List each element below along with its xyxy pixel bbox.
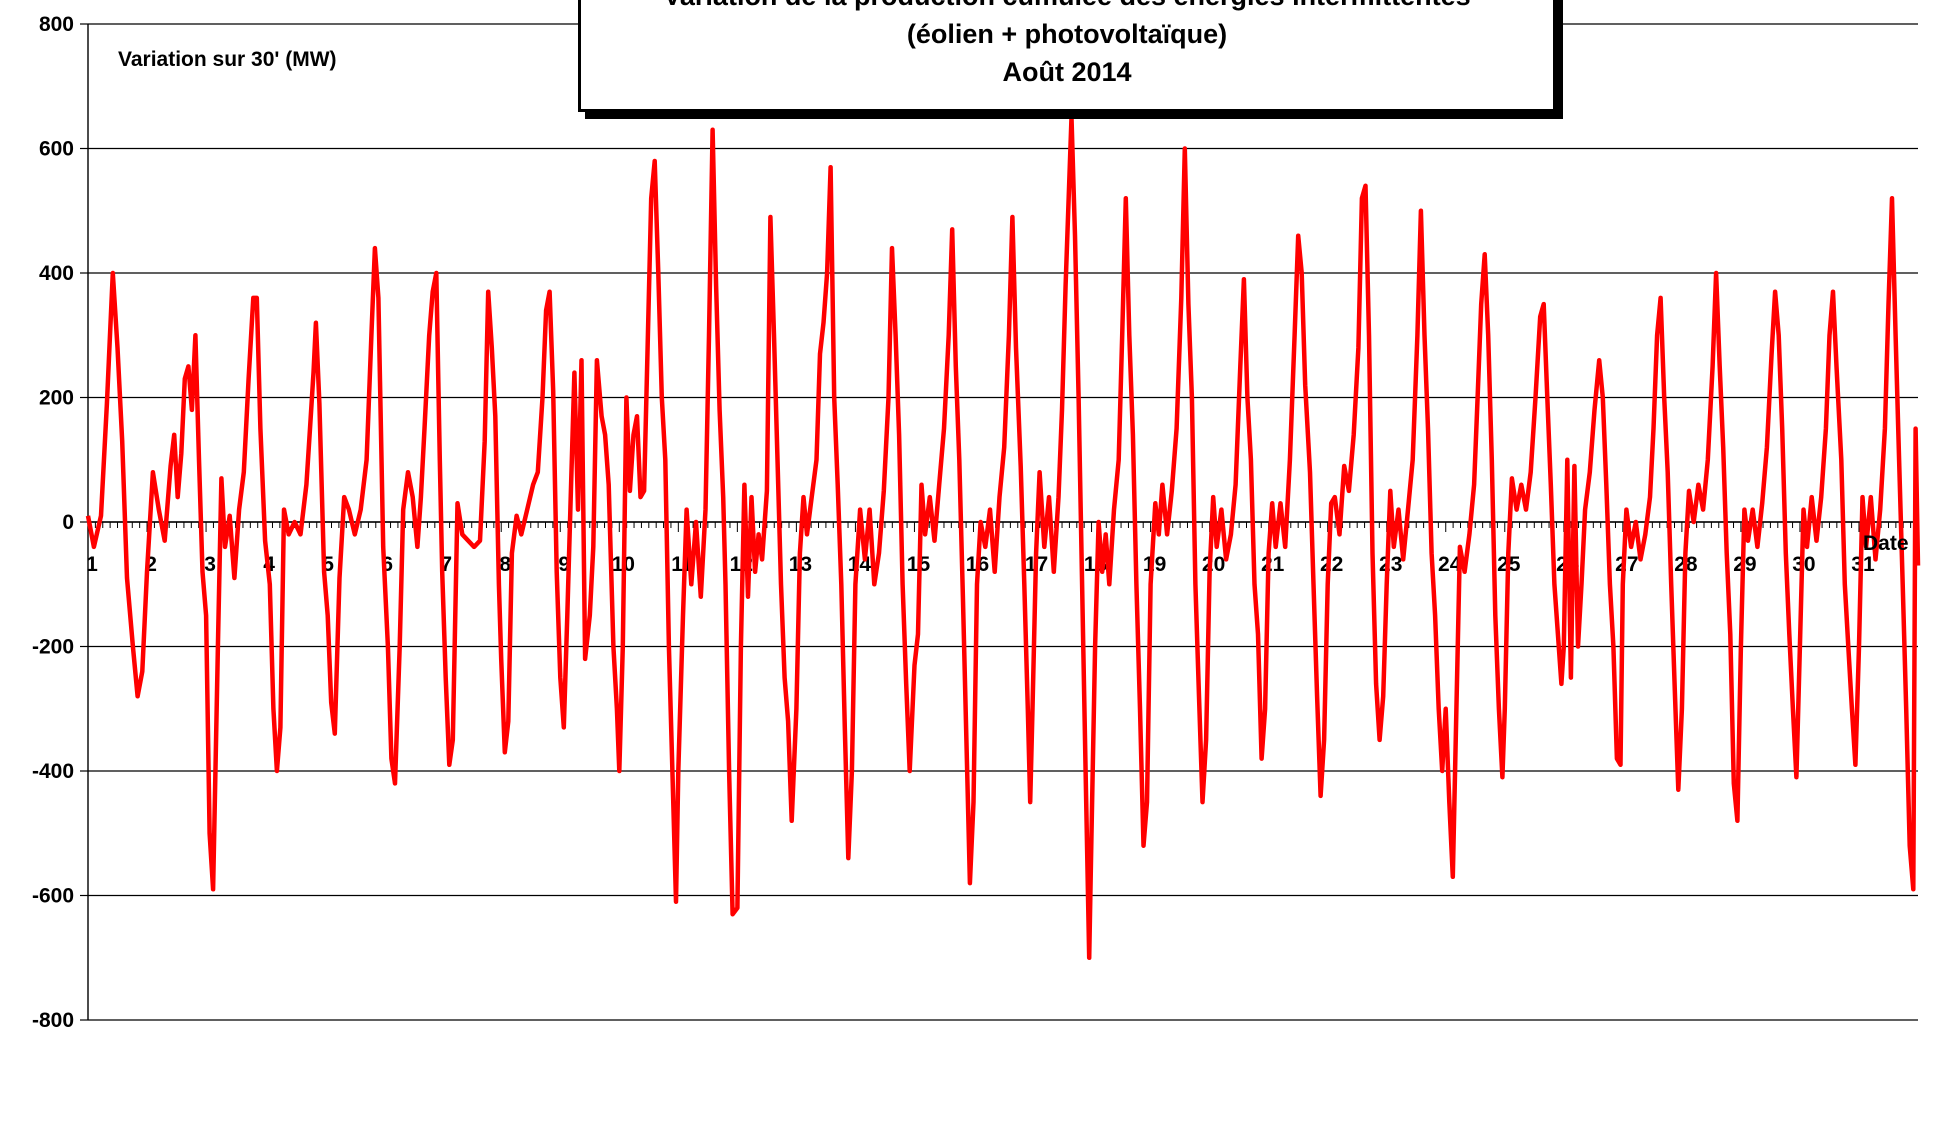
x-tick-label: 2 — [145, 553, 157, 576]
y-tick-label: 0 — [62, 511, 74, 534]
x-tick-label: 20 — [1202, 553, 1225, 576]
x-tick-label: 8 — [499, 553, 511, 576]
x-tick-label: 22 — [1320, 553, 1343, 576]
y-tick-label: -200 — [32, 636, 74, 659]
y-axis-label: Variation sur 30' (MW) — [118, 48, 337, 71]
x-tick-label: 21 — [1261, 553, 1285, 576]
y-tick-label: 400 — [39, 262, 74, 285]
chart-title-box: Variation de la production cumulée des é… — [578, 0, 1556, 112]
x-tick-label: 9 — [558, 553, 570, 576]
x-tick-label: 19 — [1143, 553, 1166, 576]
y-tick-label: -800 — [32, 1009, 74, 1032]
chart-title-line-2: (éolien + photovoltaïque) — [906, 19, 1228, 49]
y-tick-label: -400 — [32, 760, 74, 783]
x-tick-label: 1 — [86, 553, 98, 576]
chart-title-line-1: Variation de la production cumulée des é… — [581, 0, 1553, 15]
x-tick-label: 27 — [1615, 553, 1638, 576]
y-tick-labels: 800 600 400 200 0 -200 -400 -600 -800 — [32, 13, 74, 1032]
x-tick-label: 6 — [381, 553, 393, 576]
y-tick-label: 200 — [39, 387, 74, 410]
series-line — [85, 115, 1921, 961]
x-tick-label: 3 — [204, 553, 216, 576]
x-tick-label: 14 — [848, 553, 872, 576]
x-tick-label: 24 — [1438, 553, 1462, 576]
x-axis-label: Date — [1863, 532, 1909, 555]
x-tick-label: 23 — [1379, 553, 1402, 576]
x-tick-label: 7 — [440, 553, 452, 576]
chart-title-line-3: Août 2014 — [1002, 57, 1132, 87]
y-tick-label: 600 — [39, 138, 74, 161]
y-tick-label: -600 — [32, 885, 74, 908]
y-tick-label: 800 — [39, 13, 74, 36]
